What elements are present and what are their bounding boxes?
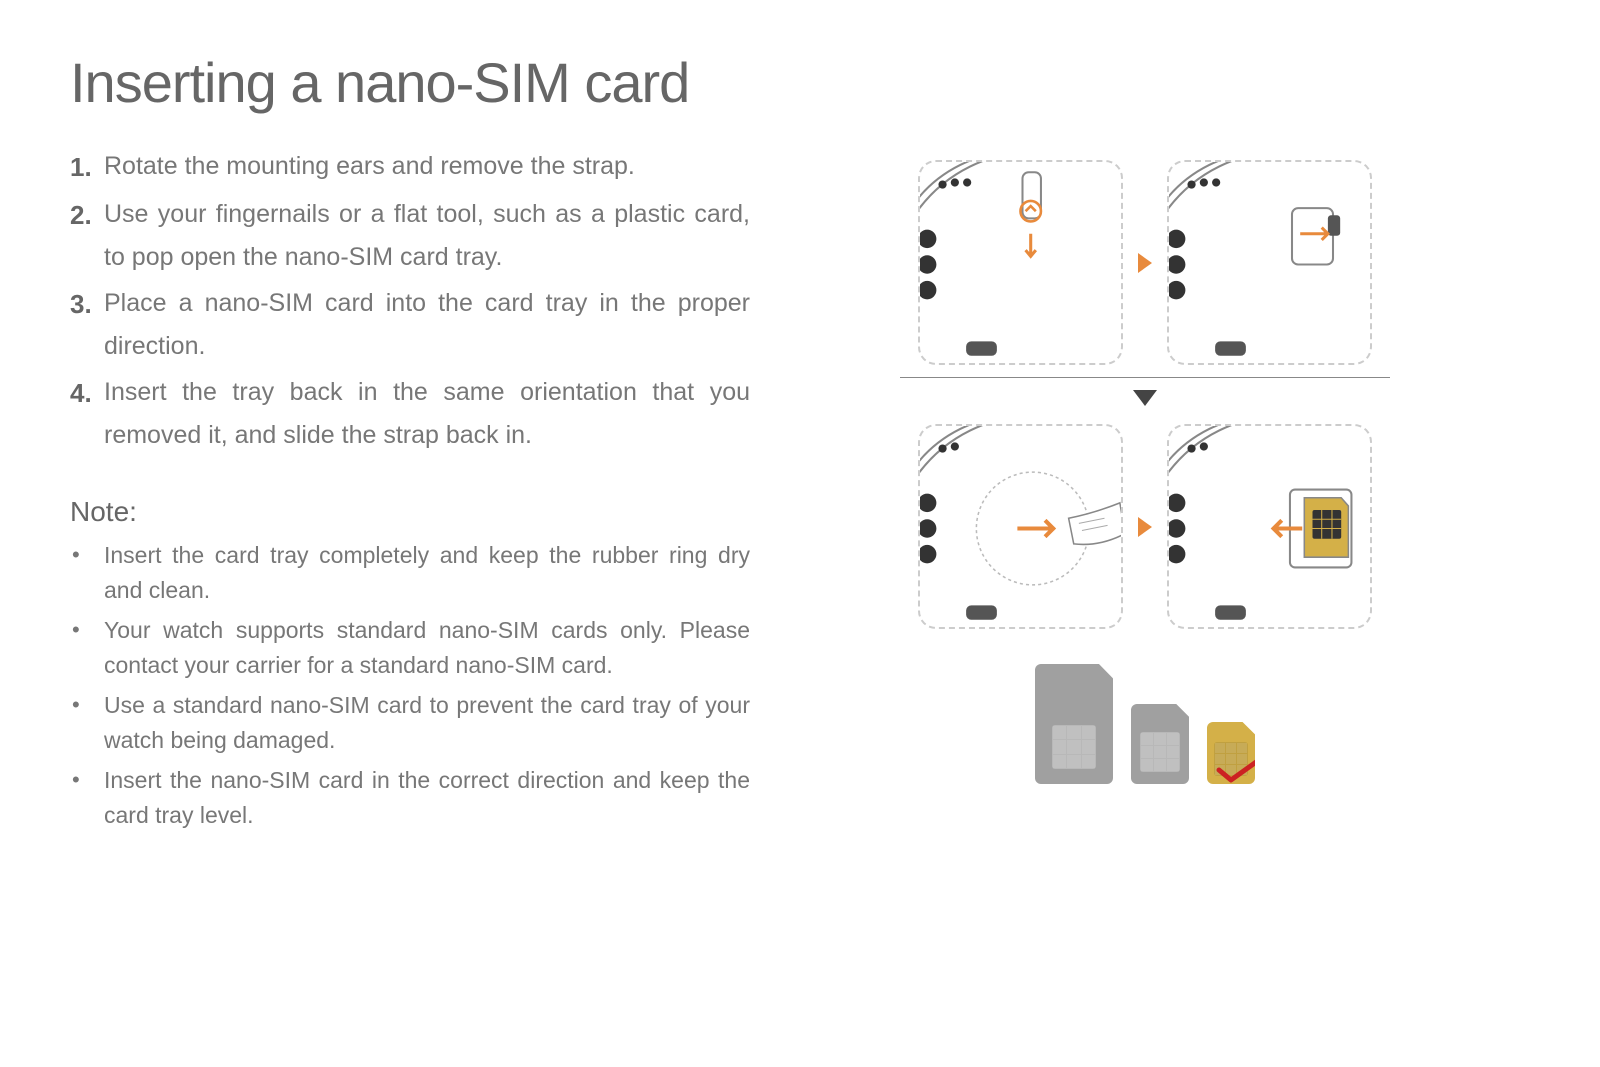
note-text: Insert the card tray completely and keep… [104, 538, 750, 607]
diagram-panel-4 [1167, 424, 1372, 629]
step-text: Use your fingernails or a flat tool, suc… [104, 193, 750, 278]
bullet-icon: • [70, 613, 104, 682]
note-text: Insert the nano-SIM card in the correct … [104, 763, 750, 832]
step-text: Place a nano-SIM card into the card tray… [104, 282, 750, 367]
sim-nano-icon [1207, 722, 1255, 784]
notes-list: • Insert the card tray completely and ke… [70, 538, 750, 832]
text-column: 1. Rotate the mounting ears and remove t… [70, 145, 750, 838]
step-number: 3. [70, 282, 104, 367]
bullet-icon: • [70, 688, 104, 757]
diagram-row-2 [918, 424, 1372, 629]
steps-list: 1. Rotate the mounting ears and remove t… [70, 145, 750, 456]
checkmark-icon [1215, 756, 1263, 786]
note-item: • Insert the card tray completely and ke… [70, 538, 750, 607]
diagram-column [760, 145, 1530, 838]
sim-micro-icon [1131, 704, 1189, 784]
diagram-panel-2 [1167, 160, 1372, 365]
flow-divider [760, 365, 1530, 418]
step-number: 2. [70, 193, 104, 278]
sim-size-comparison [1035, 664, 1255, 784]
step-number: 1. [70, 145, 104, 189]
note-text: Use a standard nano-SIM card to prevent … [104, 688, 750, 757]
step-item: 3. Place a nano-SIM card into the card t… [70, 282, 750, 367]
note-item: • Use a standard nano-SIM card to preven… [70, 688, 750, 757]
note-heading: Note: [70, 496, 750, 528]
diagram-panel-3 [918, 424, 1123, 629]
step-item: 1. Rotate the mounting ears and remove t… [70, 145, 750, 189]
step-item: 2. Use your fingernails or a flat tool, … [70, 193, 750, 278]
step-text: Rotate the mounting ears and remove the … [104, 145, 750, 189]
step-number: 4. [70, 371, 104, 456]
note-item: • Your watch supports standard nano-SIM … [70, 613, 750, 682]
arrow-right-icon [1138, 253, 1152, 273]
diagram-row-1 [918, 160, 1372, 365]
note-item: • Insert the nano-SIM card in the correc… [70, 763, 750, 832]
divider-line [900, 377, 1390, 378]
diagram-panel-1 [918, 160, 1123, 365]
step-text: Insert the tray back in the same orienta… [104, 371, 750, 456]
arrow-right-icon [1138, 517, 1152, 537]
bullet-icon: • [70, 538, 104, 607]
diagram-grid [760, 160, 1530, 784]
arrow-down-icon [1133, 390, 1157, 406]
bullet-icon: • [70, 763, 104, 832]
sim-standard-icon [1035, 664, 1113, 784]
page-title: Inserting a nano-SIM card [70, 50, 1530, 115]
step-item: 4. Insert the tray back in the same orie… [70, 371, 750, 456]
note-text: Your watch supports standard nano-SIM ca… [104, 613, 750, 682]
content-container: 1. Rotate the mounting ears and remove t… [70, 145, 1530, 838]
